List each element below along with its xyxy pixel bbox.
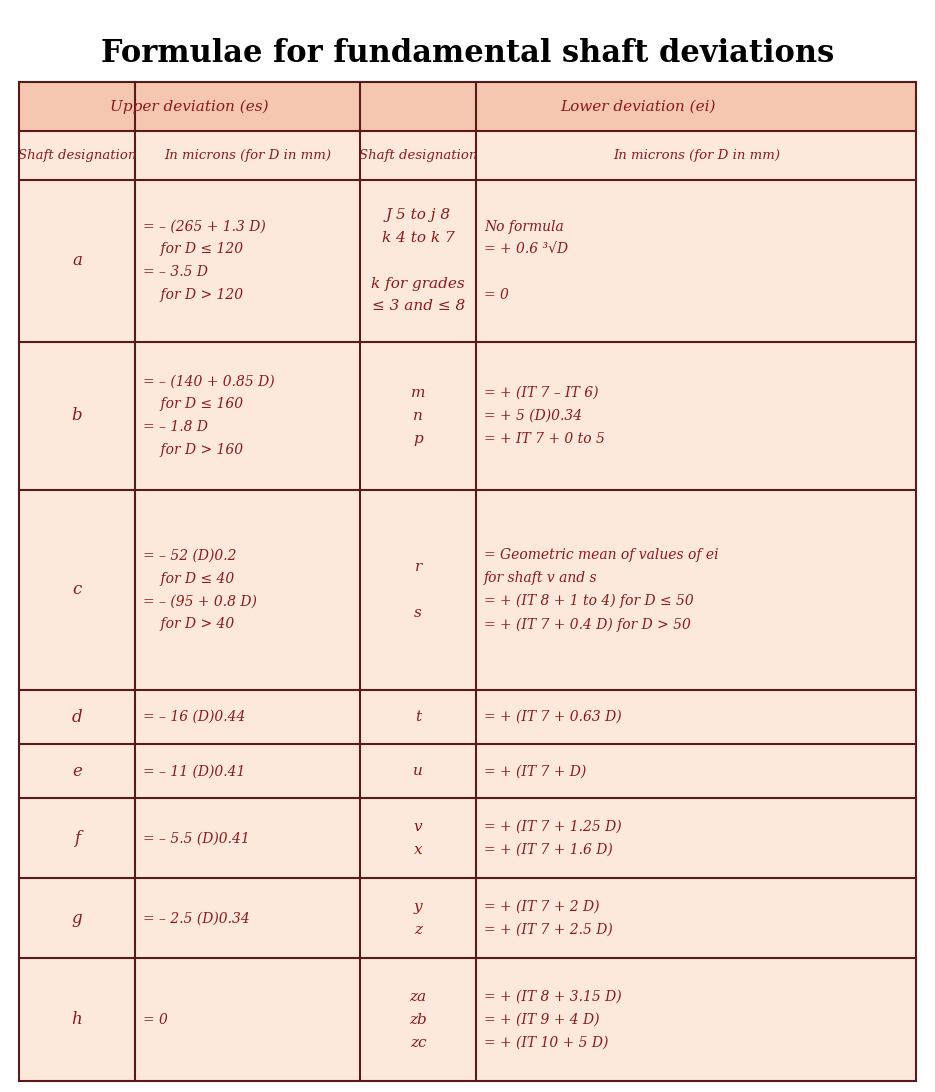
Text: = – 5.5 (D)0.41: = – 5.5 (D)0.41	[143, 831, 250, 845]
Text: v
x: v x	[414, 820, 423, 857]
Text: r

s: r s	[414, 560, 422, 620]
Text: h: h	[72, 1011, 82, 1029]
FancyBboxPatch shape	[136, 131, 360, 180]
Text: a: a	[72, 252, 82, 270]
Text: Shaft designation: Shaft designation	[18, 150, 137, 162]
Text: f: f	[74, 830, 80, 847]
Text: Upper deviation (es): Upper deviation (es)	[110, 99, 268, 114]
Text: b: b	[72, 407, 82, 424]
Text: = – 2.5 (D)0.34: = – 2.5 (D)0.34	[143, 912, 250, 925]
Text: = + (IT 8 + 3.15 D)
= + (IT 9 + 4 D)
= + (IT 10 + 5 D): = + (IT 8 + 3.15 D) = + (IT 9 + 4 D) = +…	[484, 990, 622, 1049]
Text: = + (IT 7 + 2 D)
= + (IT 7 + 2.5 D): = + (IT 7 + 2 D) = + (IT 7 + 2.5 D)	[484, 900, 612, 937]
Text: = + (IT 7 + 1.25 D)
= + (IT 7 + 1.6 D): = + (IT 7 + 1.25 D) = + (IT 7 + 1.6 D)	[484, 820, 622, 857]
FancyBboxPatch shape	[360, 82, 916, 131]
Text: e: e	[72, 763, 82, 780]
FancyBboxPatch shape	[360, 131, 477, 180]
Text: = + (IT 7 – IT 6)
= + 5 (D)0.34
= + IT 7 + 0 to 5: = + (IT 7 – IT 6) = + 5 (D)0.34 = + IT 7…	[484, 385, 605, 446]
FancyBboxPatch shape	[19, 798, 916, 878]
FancyBboxPatch shape	[19, 878, 916, 959]
FancyBboxPatch shape	[19, 745, 916, 798]
Text: c: c	[72, 581, 81, 598]
Text: = Geometric mean of values of ei
for shaft v and s
= + (IT 8 + 1 to 4) for D ≤ 5: = Geometric mean of values of ei for sha…	[484, 548, 719, 632]
Text: No formula
= + 0.6 ³√D

= 0: No formula = + 0.6 ³√D = 0	[484, 219, 568, 302]
Text: J 5 to j 8
k 4 to k 7

k for grades
≤ 3 and ≤ 8: J 5 to j 8 k 4 to k 7 k for grades ≤ 3 a…	[371, 209, 465, 313]
Text: za
zb
zc: za zb zc	[410, 990, 427, 1049]
Text: y
z: y z	[414, 900, 423, 937]
FancyBboxPatch shape	[19, 490, 916, 690]
Text: = – 16 (D)0.44: = – 16 (D)0.44	[143, 710, 245, 724]
Text: d: d	[72, 709, 82, 725]
Text: Formulae for fundamental shaft deviations: Formulae for fundamental shaft deviation…	[101, 38, 834, 69]
Text: g: g	[72, 910, 82, 927]
Text: u: u	[413, 764, 423, 779]
FancyBboxPatch shape	[19, 131, 136, 180]
Text: = + (IT 7 + 0.63 D): = + (IT 7 + 0.63 D)	[484, 710, 622, 724]
Text: In microns (for D in mm): In microns (for D in mm)	[612, 150, 780, 162]
Text: In microns (for D in mm): In microns (for D in mm)	[164, 150, 331, 162]
FancyBboxPatch shape	[19, 342, 916, 490]
Text: Shaft designation: Shaft designation	[359, 150, 478, 162]
Text: t: t	[415, 710, 421, 724]
Text: = – 52 (D)0.2
    for D ≤ 40
= – (95 + 0.8 D)
    for D > 40: = – 52 (D)0.2 for D ≤ 40 = – (95 + 0.8 D…	[143, 549, 257, 631]
Text: Lower deviation (ei): Lower deviation (ei)	[560, 99, 716, 114]
FancyBboxPatch shape	[19, 180, 916, 342]
Text: m
n
p: m n p	[410, 385, 425, 446]
FancyBboxPatch shape	[19, 690, 916, 745]
Text: = 0: = 0	[143, 1012, 167, 1026]
FancyBboxPatch shape	[19, 82, 360, 131]
Text: = – (265 + 1.3 D)
    for D ≤ 120
= – 3.5 D
    for D > 120: = – (265 + 1.3 D) for D ≤ 120 = – 3.5 D …	[143, 219, 266, 302]
Text: = + (IT 7 + D): = + (IT 7 + D)	[484, 764, 586, 779]
FancyBboxPatch shape	[19, 959, 916, 1081]
FancyBboxPatch shape	[477, 131, 916, 180]
Text: = – 11 (D)0.41: = – 11 (D)0.41	[143, 764, 245, 779]
Text: = – (140 + 0.85 D)
    for D ≤ 160
= – 1.8 D
    for D > 160: = – (140 + 0.85 D) for D ≤ 160 = – 1.8 D…	[143, 375, 275, 456]
